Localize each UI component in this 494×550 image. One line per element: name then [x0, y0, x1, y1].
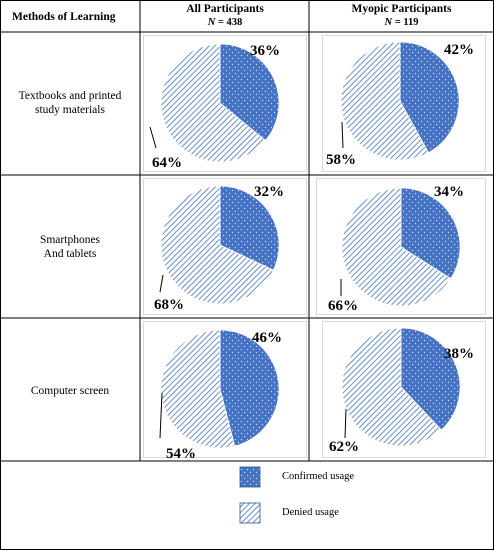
- row-label-computer-line1: Computer screen: [30, 385, 110, 397]
- pie-leader-line: [341, 121, 344, 149]
- row-label-smartphones-line2: And tablets: [43, 248, 97, 260]
- pie-label-denied: 58%: [326, 152, 356, 168]
- header-myopic-n-label: N: [384, 17, 393, 28]
- pie-slice-confirmed: [219, 329, 280, 447]
- header-myopic-n-value: = 119: [392, 17, 419, 28]
- header-methods-label: Methods of Learning: [12, 11, 116, 23]
- pie-label-confirmed: 38%: [444, 346, 474, 362]
- pie-slice-denied: [160, 43, 267, 163]
- row-label-textbooks-line1: Textbooks and printed: [18, 90, 122, 102]
- header-all-participants: All Participants N = 438: [141, 3, 309, 29]
- pie-label-denied: 64%: [152, 155, 182, 171]
- pie-label-denied: 62%: [329, 439, 359, 455]
- pie-slice-confirmed: [399, 41, 460, 154]
- pie-slice-denied: [341, 327, 442, 447]
- row-label-textbooks-line2: study materials: [35, 104, 105, 116]
- pie-slice-confirmed: [219, 43, 280, 142]
- pie-label-denied: 54%: [166, 446, 196, 462]
- pie-leader-line: [159, 392, 163, 439]
- legend-confirmed-label: Confirmed usage: [282, 471, 355, 482]
- pie-slice-confirmed: [400, 327, 461, 431]
- pie-label-confirmed: 34%: [434, 184, 464, 200]
- header-methods: Methods of Learning: [2, 11, 138, 24]
- header-all-title: All Participants: [186, 3, 264, 15]
- pie-label-confirmed: 42%: [444, 42, 474, 58]
- pie-label-confirmed: 46%: [252, 330, 282, 346]
- pie-leader-line: [149, 126, 157, 149]
- header-all-n: N = 438: [141, 16, 309, 29]
- pie-label-confirmed: 36%: [250, 43, 280, 59]
- pie-slice-denied: [341, 187, 452, 307]
- pie-slice-denied: [340, 41, 429, 161]
- pie-slice-confirmed: [219, 185, 280, 271]
- pie-leader-line: [344, 408, 347, 439]
- row-label-computer: Computer screen: [2, 384, 138, 398]
- header-all-n-value: = 438: [215, 17, 243, 28]
- pie-label-denied: 66%: [328, 298, 358, 314]
- pie-label-denied: 68%: [154, 297, 184, 313]
- header-myopic-participants: Myopic Participants N = 119: [310, 3, 493, 29]
- header-myopic-n: N = 119: [310, 16, 493, 29]
- row-label-textbooks: Textbooks and printed study materials: [2, 89, 138, 117]
- row-label-smartphones: Smartphones And tablets: [2, 233, 138, 261]
- legend-denied-label: Denied usage: [282, 507, 339, 518]
- header-myopic-title: Myopic Participants: [351, 3, 452, 15]
- row-label-smartphones-line1: Smartphones: [39, 234, 101, 246]
- pie-label-confirmed: 32%: [254, 184, 284, 200]
- header-all-n-label: N: [207, 17, 216, 28]
- pie-leader-line: [159, 274, 164, 293]
- pie-slice-denied: [160, 185, 274, 305]
